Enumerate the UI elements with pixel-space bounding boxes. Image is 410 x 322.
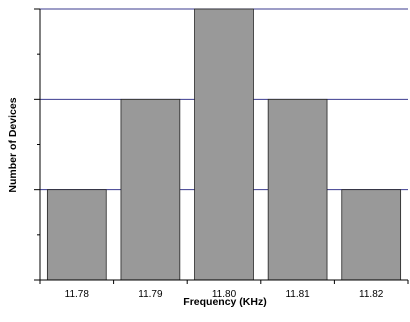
- bar: [267, 98, 328, 281]
- bar: [120, 98, 181, 281]
- x-tick-labels: 11.78 11.79 11.80 11.81 11.82: [65, 289, 384, 300]
- x-tick-label: 11.80: [212, 289, 237, 300]
- x-axis-title: Frequency (KHz): [183, 296, 266, 308]
- axes: [34, 8, 409, 284]
- bar: [341, 189, 402, 281]
- bar: [46, 189, 107, 281]
- y-axis-title: Number of Devices: [7, 97, 19, 192]
- bar: [194, 8, 254, 281]
- x-tick-label: 11.82: [359, 289, 384, 300]
- bars: [46, 8, 402, 281]
- x-tick-label: 11.81: [285, 289, 310, 300]
- x-tick-label: 11.78: [65, 289, 90, 300]
- x-tick-label: 11.79: [138, 289, 163, 300]
